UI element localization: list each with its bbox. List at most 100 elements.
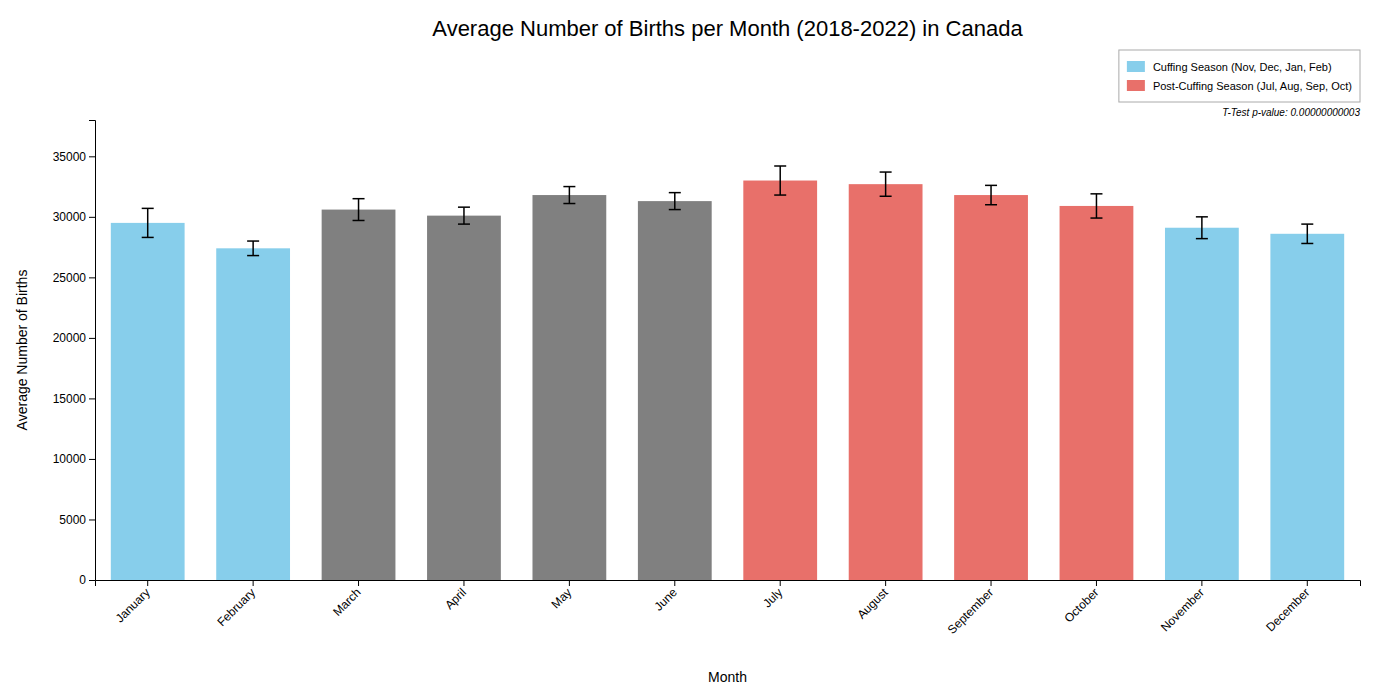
y-tick-label: 25000 — [53, 271, 87, 285]
error-bar-cap — [142, 208, 154, 210]
error-bar-cap — [669, 192, 681, 194]
y-tick-label: 15000 — [53, 392, 87, 406]
error-bar-cap — [1301, 223, 1313, 225]
error-bar-stem — [674, 193, 676, 210]
error-bar-cap — [458, 223, 470, 225]
error-bar-cap — [563, 186, 575, 188]
legend-item: Cuffing Season (Nov, Dec, Jan, Feb) — [1127, 61, 1332, 73]
y-axis-line — [89, 121, 96, 581]
bar — [743, 181, 817, 580]
error-bar-cap — [142, 237, 154, 239]
x-tick-mark — [780, 580, 781, 586]
error-bar-stem — [463, 207, 465, 224]
y-tick-mark — [89, 338, 95, 339]
error-bar — [669, 193, 681, 210]
x-tick: December — [1263, 580, 1312, 634]
x-tick-mark — [991, 580, 992, 586]
x-axis-title: Month — [708, 669, 747, 685]
y-tick-label: 20000 — [53, 331, 87, 345]
error-bar-stem — [252, 241, 254, 256]
x-tick-mark — [674, 580, 675, 586]
error-bar-cap — [669, 209, 681, 211]
bar — [216, 248, 290, 580]
error-bar-stem — [990, 185, 992, 204]
error-bar-cap — [1196, 216, 1208, 218]
y-tick-label: 35000 — [53, 150, 87, 164]
y-axis-title: Average Number of Births — [14, 270, 30, 431]
y-tick: 20000 — [53, 331, 95, 345]
legend-swatch — [1127, 61, 1145, 72]
y-tick-mark — [89, 398, 95, 399]
error-bar-stem — [358, 199, 360, 221]
error-bar-cap — [458, 206, 470, 208]
y-axis: 0 5000 10000 15000 20000 25000 30000 35000 — [53, 121, 96, 588]
error-bar — [1090, 194, 1102, 218]
x-tick-mark — [1201, 580, 1202, 586]
y-tick: 5000 — [59, 513, 95, 527]
x-tick-label: November — [1158, 585, 1207, 634]
bar — [1165, 228, 1239, 580]
y-tick-mark — [89, 277, 95, 278]
y-tick-label: 30000 — [53, 210, 87, 224]
x-tick-label: March — [330, 585, 363, 618]
y-tick-label: 10000 — [53, 452, 87, 466]
error-bar-stem — [1096, 194, 1098, 218]
error-bar-cap — [247, 255, 259, 257]
plot: 0 5000 10000 15000 20000 25000 30000 35000 Janua… — [14, 121, 1361, 686]
error-bar-stem — [1201, 217, 1203, 239]
y-tick-mark — [89, 519, 95, 520]
x-tick-label: June — [652, 585, 681, 614]
x-tick-label: July — [760, 585, 785, 610]
annotation: T-Test p-value: 0.00000000003 — [1222, 107, 1360, 118]
bar — [322, 210, 396, 580]
y-tick-mark — [89, 580, 95, 581]
marks — [111, 166, 1344, 580]
bar — [1060, 206, 1134, 580]
y-tick: 0 — [79, 573, 95, 587]
x-tick-label: May — [549, 585, 575, 611]
x-tick-mark — [253, 580, 254, 586]
legend-item: Post-Cuffing Season (Jul, Aug, Sep, Oct) — [1127, 80, 1352, 92]
legend: Cuffing Season (Nov, Dec, Jan, Feb) Post-… — [1119, 50, 1360, 102]
error-bar-cap — [247, 240, 259, 242]
bar — [1270, 234, 1344, 580]
x-tick-mark — [1096, 580, 1097, 586]
x-tick-mark — [463, 580, 464, 586]
x-tick-label: December — [1263, 585, 1312, 634]
error-bar — [142, 208, 154, 237]
x-tick-label: February — [214, 585, 258, 629]
x-tick: August — [854, 580, 891, 622]
legend-frame — [1119, 50, 1360, 102]
x-axis: JanuaryFebruaryMarchAprilMayJuneJulyAugu… — [96, 580, 1361, 637]
error-bar-cap — [880, 171, 892, 173]
error-bar-cap — [985, 204, 997, 206]
chart: 0 5000 10000 15000 20000 25000 30000 35000 Janua… — [0, 0, 1400, 700]
x-axis-line — [96, 581, 1361, 587]
x-tick: June — [652, 580, 681, 614]
legend-label: Cuffing Season (Nov, Dec, Jan, Feb) — [1153, 61, 1332, 73]
bar — [427, 216, 501, 580]
error-bar — [774, 166, 786, 195]
error-bar-cap — [1196, 238, 1208, 240]
error-bar-cap — [774, 165, 786, 167]
x-tick-label: October — [1061, 585, 1101, 625]
error-bar-cap — [880, 196, 892, 198]
x-tick: October — [1061, 580, 1101, 625]
error-bar-cap — [563, 203, 575, 205]
error-bar — [880, 172, 892, 196]
x-tick: September — [945, 580, 996, 637]
legend-swatch — [1127, 80, 1145, 91]
x-tick-label: August — [854, 585, 891, 622]
y-tick: 30000 — [53, 210, 95, 224]
y-tick-label: 0 — [79, 573, 86, 587]
x-tick-mark — [1307, 580, 1308, 586]
y-tick-mark — [89, 156, 95, 157]
x-tick: July — [760, 580, 785, 610]
y-tick-mark — [89, 459, 95, 460]
x-tick-mark — [885, 580, 886, 586]
error-bar-cap — [985, 185, 997, 187]
y-tick-label: 5000 — [59, 513, 86, 527]
error-bar-stem — [779, 166, 781, 195]
error-bar — [1196, 217, 1208, 239]
x-tick-label: January — [113, 585, 153, 625]
